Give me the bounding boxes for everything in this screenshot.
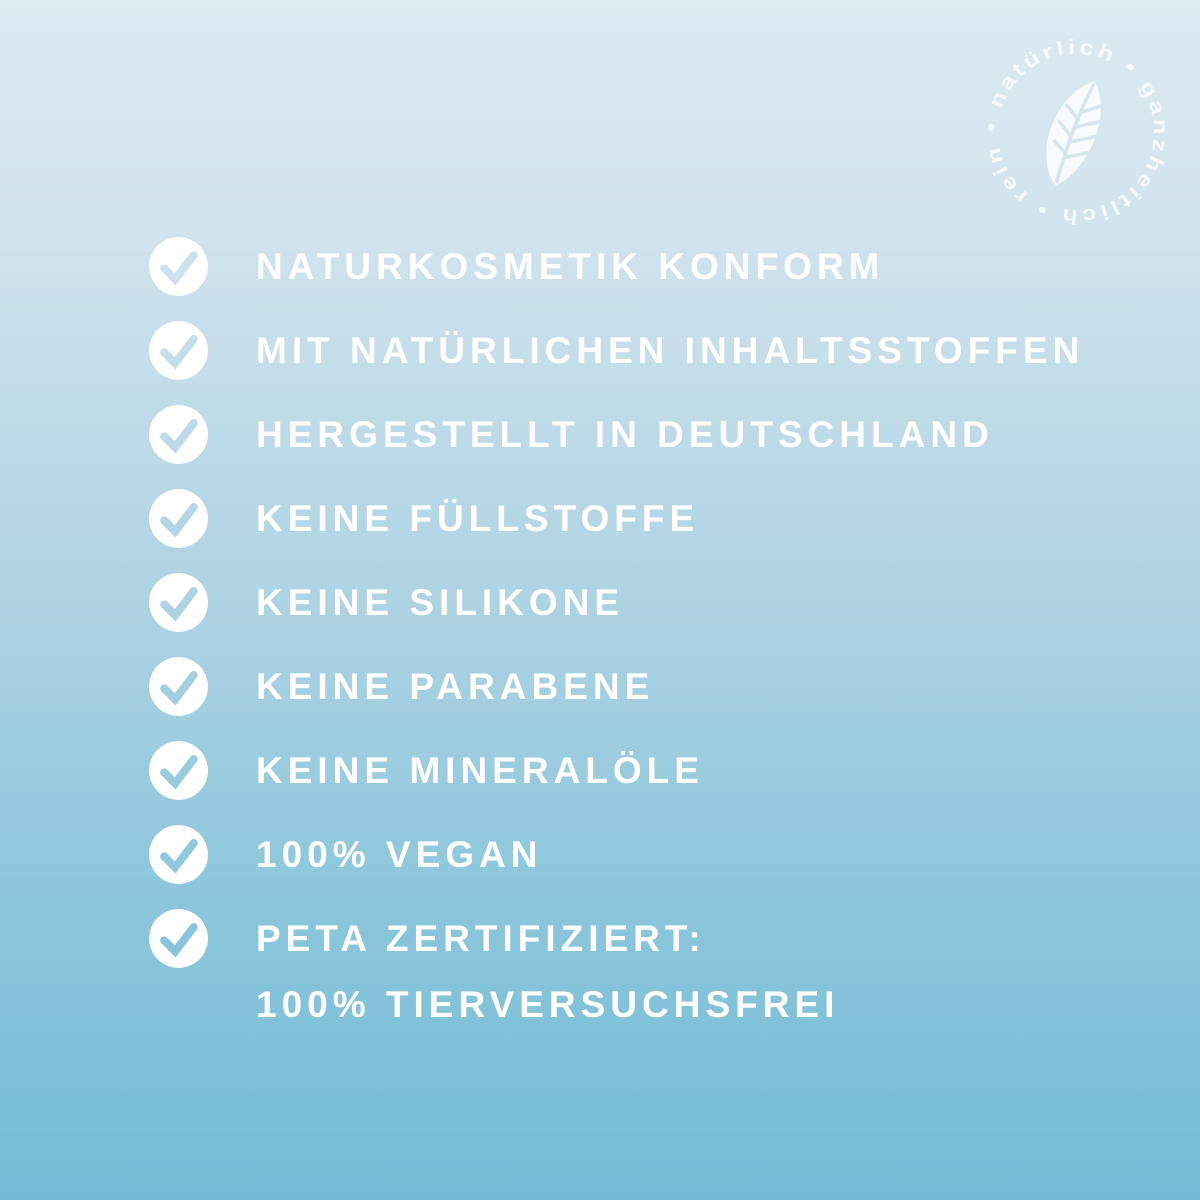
- checklist-item-label: NATURKOSMETIK KONFORM: [256, 246, 885, 287]
- checklist-item: PETA ZERTIFIZIERT: 100% TIERVERSUCHSFREI: [148, 908, 1084, 1023]
- checklist-item-label: KEINE PARABENE: [256, 666, 655, 707]
- checklist-item-label: MIT NATÜRLICHEN INHALTSSTOFFEN: [256, 330, 1085, 371]
- check-icon: [148, 656, 209, 717]
- leaf-icon: [1046, 81, 1101, 186]
- natural-badge: • natürlich • ganzheitlich • rein: [968, 24, 1184, 240]
- checklist-item-label: 100% VEGAN: [256, 834, 543, 875]
- check-icon: [148, 824, 209, 885]
- checklist-item: KEINE MINERALÖLE: [148, 740, 1084, 801]
- checklist-item-label: KEINE SILIKONE: [256, 582, 625, 623]
- checklist-item: 100% VEGAN: [148, 824, 1084, 885]
- check-icon: [148, 740, 209, 801]
- checklist-item: KEINE SILIKONE: [148, 572, 1084, 633]
- check-icon: [148, 320, 209, 381]
- check-icon: [148, 572, 209, 633]
- checklist-item-label: HERGESTELLT IN DEUTSCHLAND: [256, 414, 994, 455]
- benefits-checklist: NATURKOSMETIK KONFORM MIT NATÜRLICHEN IN…: [148, 236, 1084, 1023]
- check-icon: [148, 908, 209, 969]
- checklist-item-label: PETA ZERTIFIZIERT: 100% TIERVERSUCHSFREI: [256, 920, 839, 1023]
- checklist-item: KEINE PARABENE: [148, 656, 1084, 717]
- check-icon: [148, 236, 209, 297]
- checklist-item-line2: 100% TIERVERSUCHSFREI: [256, 984, 840, 1025]
- checklist-item: NATURKOSMETIK KONFORM: [148, 236, 1084, 297]
- checklist-item-label: KEINE MINERALÖLE: [256, 750, 704, 791]
- checklist-item-label: KEINE FÜLLSTOFFE: [256, 498, 700, 539]
- checklist-item: MIT NATÜRLICHEN INHALTSSTOFFEN: [148, 320, 1084, 381]
- checklist-item-line1: PETA ZERTIFIZIERT:: [256, 918, 706, 959]
- checklist-item: KEINE FÜLLSTOFFE: [148, 488, 1084, 549]
- checklist-item: HERGESTELLT IN DEUTSCHLAND: [148, 404, 1084, 465]
- check-icon: [148, 488, 209, 549]
- check-icon: [148, 404, 209, 465]
